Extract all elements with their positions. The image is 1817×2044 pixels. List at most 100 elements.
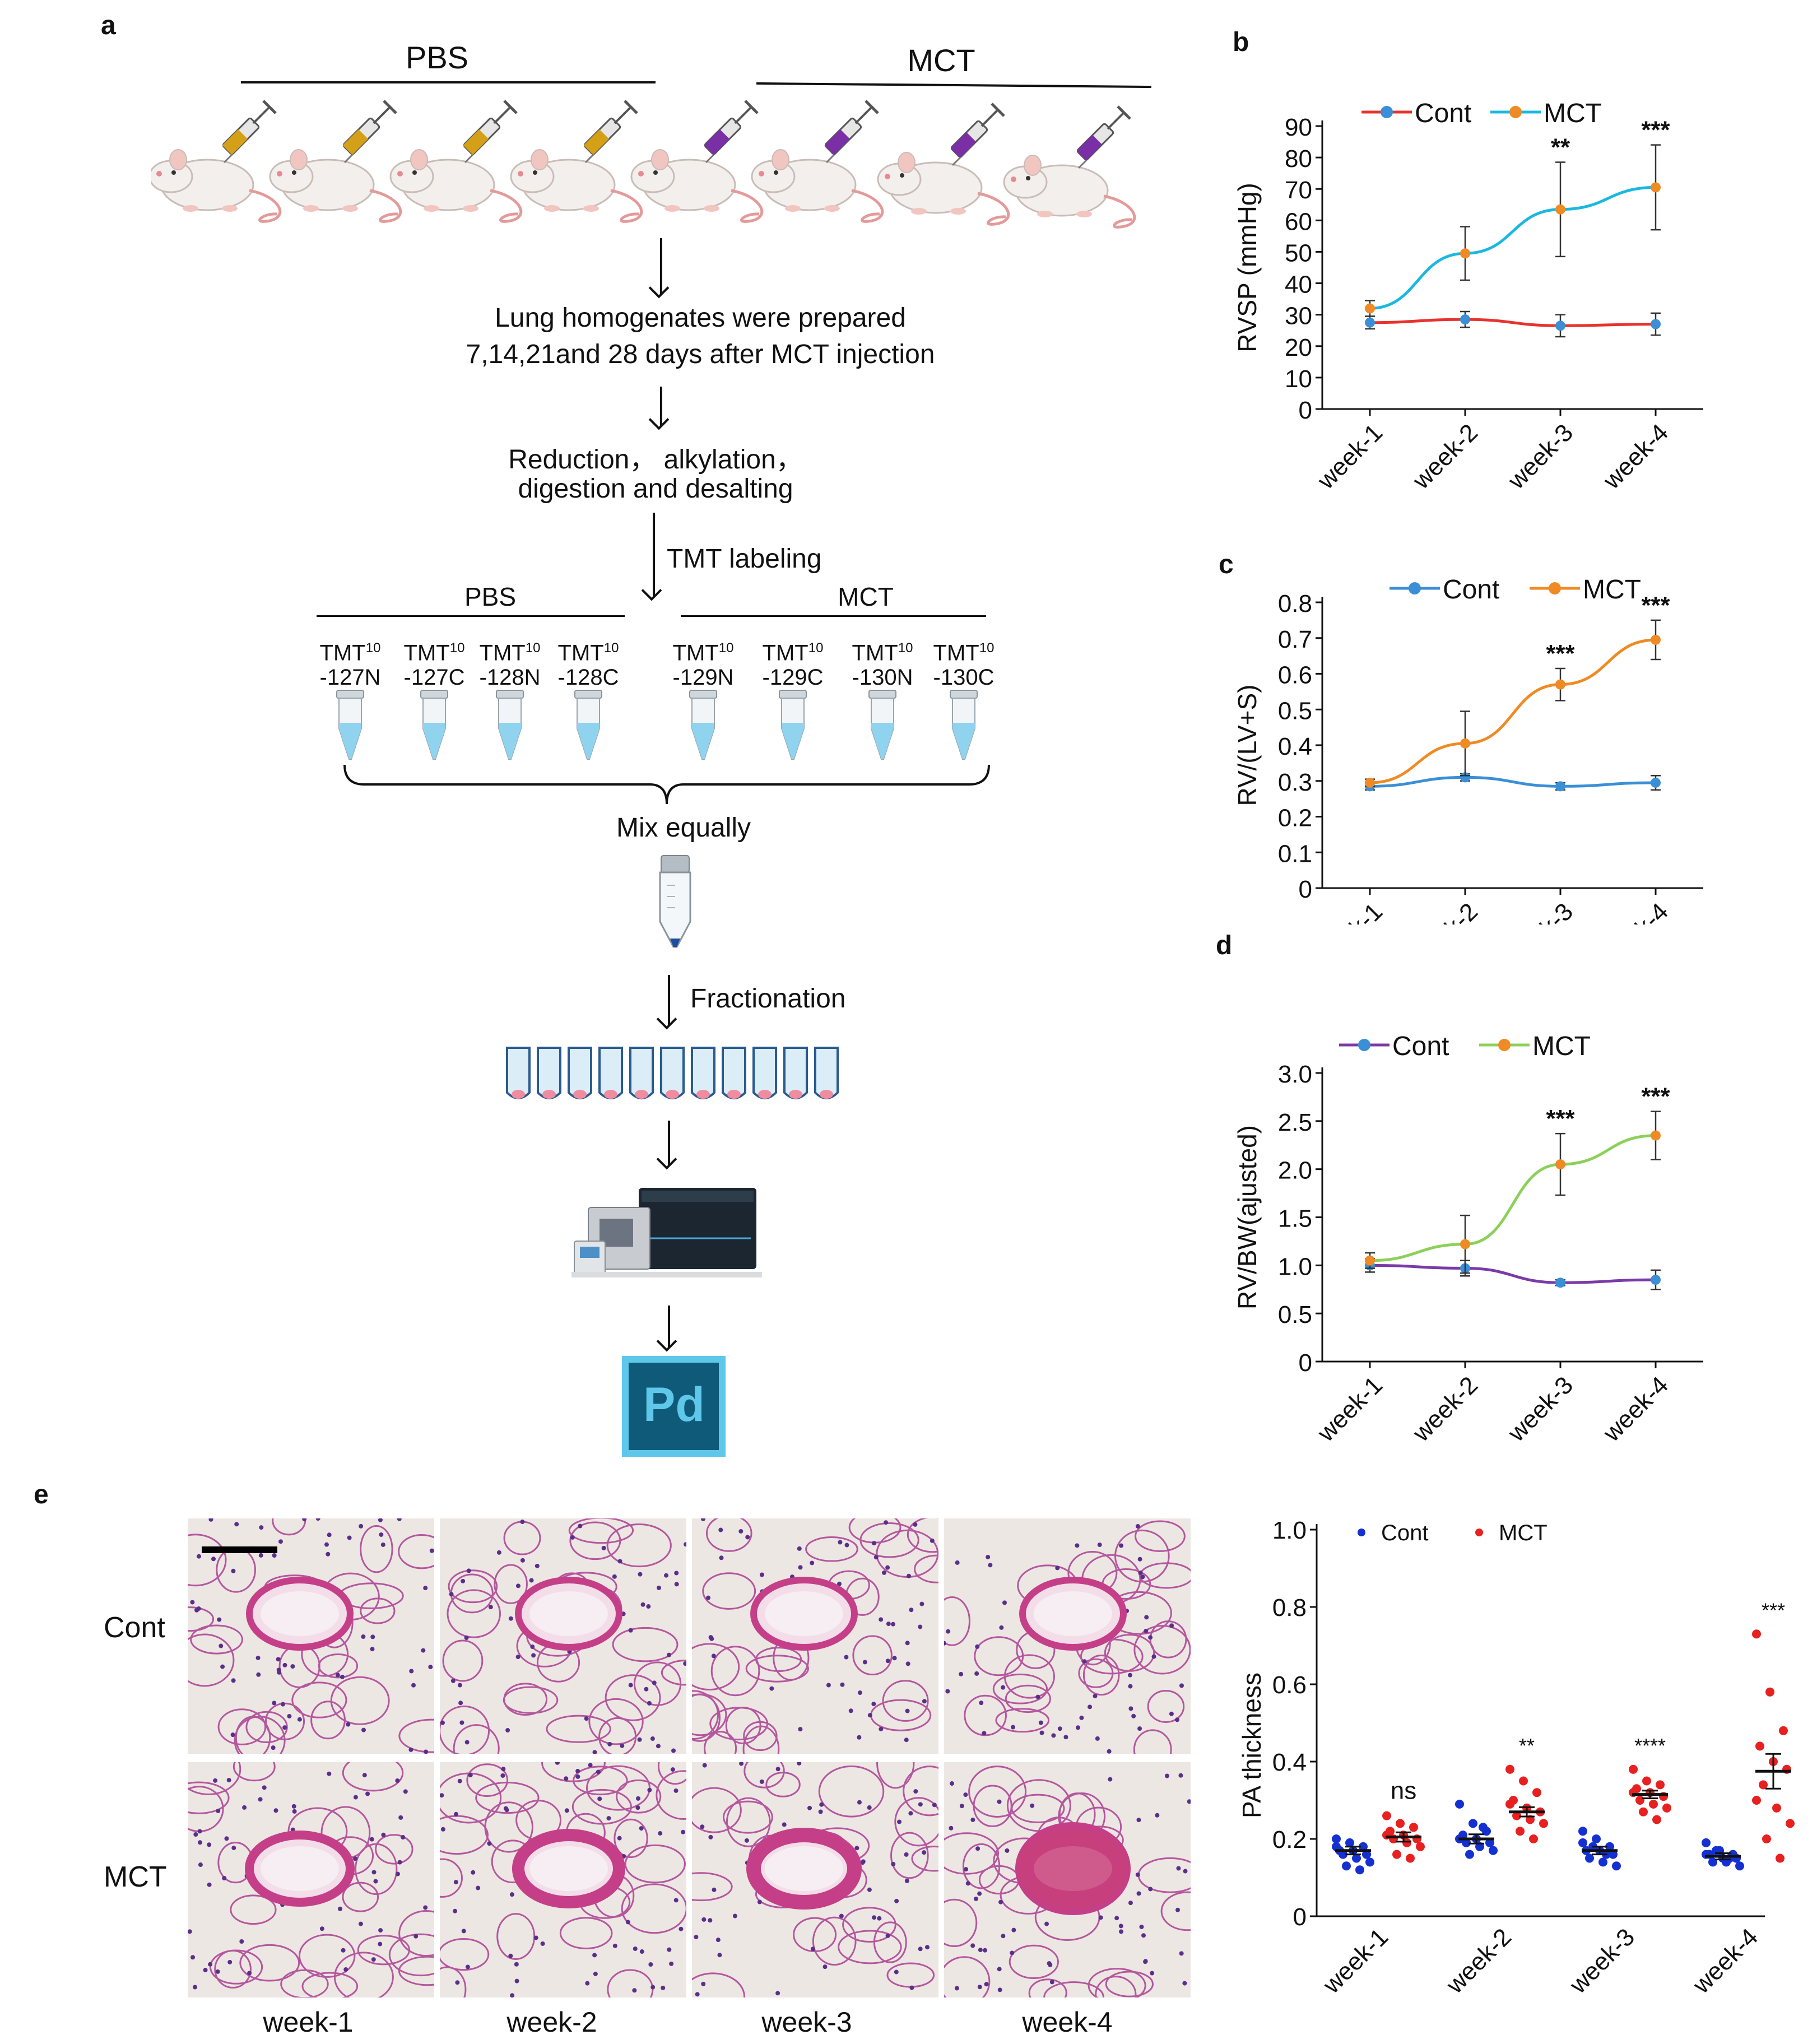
tmt-channel-label: TMT10 -130C	[933, 640, 995, 690]
x-tick-label: week-4	[1687, 1923, 1763, 1999]
tmt-channel-code: -130C	[933, 665, 995, 690]
scatter-point	[1392, 1850, 1401, 1859]
fraction-sample	[635, 1090, 648, 1099]
x-tick-label: week-1	[1317, 1923, 1393, 1999]
tmt-tube-icon	[868, 690, 896, 760]
mixed-tube-icon	[659, 855, 691, 948]
tmt-channel-label: TMT10 -128C	[557, 640, 619, 690]
legend-label: MCT	[1544, 99, 1602, 128]
y-tick-label: 40	[1285, 271, 1312, 299]
legend-marker	[1475, 1529, 1483, 1536]
y-tick-label: 80	[1285, 145, 1312, 173]
x-tick-label: week-4	[1597, 1371, 1674, 1447]
tmt-channel-label: TMT10 -127N	[319, 640, 381, 690]
legend-marker	[1409, 582, 1421, 594]
y-tick-label: 0.6	[1272, 1671, 1307, 1699]
legend-label: Cont	[1415, 99, 1471, 128]
scatter-point	[1642, 1776, 1651, 1786]
y-tick-label: 0.5	[1278, 697, 1312, 724]
significance-marker: ***	[1641, 117, 1670, 144]
scatter-point	[1752, 1629, 1761, 1639]
scatter-point	[1649, 1799, 1658, 1809]
scatter-point	[1512, 1811, 1521, 1820]
scatter-point	[1339, 1850, 1347, 1859]
data-point	[1365, 777, 1375, 788]
tmt-channel-label: TMT10 -127C	[403, 640, 465, 690]
histology-image	[440, 1762, 686, 1997]
x-tick-label: week-3	[1502, 419, 1578, 495]
y-axis-label: RV/BW(ajusted)	[1233, 1125, 1262, 1309]
scatter-point	[1639, 1807, 1648, 1817]
scatter-point	[1462, 1838, 1471, 1847]
tmt-channel-code: -128C	[557, 665, 619, 690]
data-point	[1555, 204, 1565, 215]
scatter-point	[1409, 1823, 1418, 1832]
significance-marker: **	[1551, 134, 1570, 161]
scatter-point	[1755, 1741, 1764, 1751]
legend-marker	[1381, 106, 1393, 118]
histo-col-label-2: week-2	[506, 2006, 597, 2038]
chart-rv-lvs: 0 0.1 0.2 0.3 0.4 0.5 0.6 0.7 0.8 week-1 week-2 wee…	[1233, 575, 1703, 925]
fraction-sample	[573, 1090, 587, 1099]
tmt-channel-code: -129C	[762, 665, 824, 690]
y-tick-label: 70	[1285, 176, 1312, 204]
significance-marker: ***	[1641, 1083, 1670, 1111]
scatter-point	[1759, 1780, 1768, 1790]
scatter-point	[1406, 1853, 1415, 1863]
data-point	[1555, 679, 1565, 690]
legend-label: Cont	[1381, 1521, 1429, 1545]
y-tick-label: 0.2	[1278, 805, 1312, 832]
panel-e-letter: e	[34, 1480, 49, 1509]
scatter-point	[1609, 1850, 1618, 1859]
scatter-point	[1662, 1803, 1671, 1813]
scatter-point	[1505, 1799, 1514, 1809]
tmt-mct-line	[681, 615, 986, 617]
mix-equally-label: Mix equally	[616, 813, 751, 843]
y-tick-label: 0.8	[1278, 590, 1312, 617]
legend-marker	[1549, 582, 1561, 594]
scatter-point	[1382, 1811, 1391, 1820]
panel-a-letter: a	[101, 11, 116, 40]
legend-label: MCT	[1583, 575, 1641, 605]
scatter-point	[1735, 1861, 1744, 1871]
chart-pa-thickness: 0 0.2 0.4 0.6 0.8 1.0 week-1 week-2 week-3 week-4…	[1237, 1517, 1795, 1999]
y-tick-label: 0.3	[1278, 769, 1312, 796]
histology-image	[188, 1762, 434, 1997]
y-axis-label: RVSP (mmHg)	[1233, 183, 1262, 352]
scatter-point	[1652, 1815, 1661, 1824]
tmt-channel-code: -127N	[319, 665, 381, 690]
y-axis-label: RV/(LV+S)	[1233, 685, 1262, 806]
scatter-point	[1605, 1842, 1614, 1851]
legend-marker	[1358, 1529, 1365, 1536]
x-tick-label: week-1	[1312, 1371, 1388, 1447]
y-tick-label: 0.2	[1272, 1826, 1307, 1853]
tmt-channel-code: -128N	[479, 665, 541, 690]
scatter-point	[1585, 1853, 1594, 1863]
histo-col-label-1: week-1	[263, 2006, 354, 2038]
pd-logo-text: Pd	[643, 1378, 705, 1432]
tmt-tube-icon	[574, 690, 602, 760]
flow-arrow-6	[668, 1306, 670, 1348]
mct-group-label: MCT	[907, 43, 975, 78]
row-label-cont: Cont	[104, 1611, 165, 1644]
y-tick-label: 20	[1285, 334, 1312, 361]
series-line	[1369, 638, 1656, 784]
panel-c-letter: c	[1219, 550, 1234, 579]
pbs-group-line	[241, 81, 656, 83]
tmt-tube-icon	[336, 690, 364, 760]
flow-arrow-5	[668, 1121, 670, 1165]
y-tick-label: 0	[1293, 1903, 1307, 1931]
scatter-point	[1762, 1834, 1771, 1843]
data-point	[1365, 317, 1375, 328]
scatter-point	[1656, 1780, 1665, 1790]
scatter-point	[1539, 1819, 1548, 1828]
data-point	[1555, 320, 1565, 331]
data-point	[1460, 772, 1470, 783]
legend-label: Cont	[1443, 575, 1499, 605]
scatter-point	[1612, 1861, 1621, 1871]
scatter-point	[1779, 1726, 1788, 1735]
y-tick-label: 0.4	[1272, 1749, 1307, 1776]
legend-label: MCT	[1532, 1032, 1591, 1061]
histo-col-label-3: week-3	[761, 2006, 852, 2038]
tmt-pbs-line	[317, 615, 625, 617]
